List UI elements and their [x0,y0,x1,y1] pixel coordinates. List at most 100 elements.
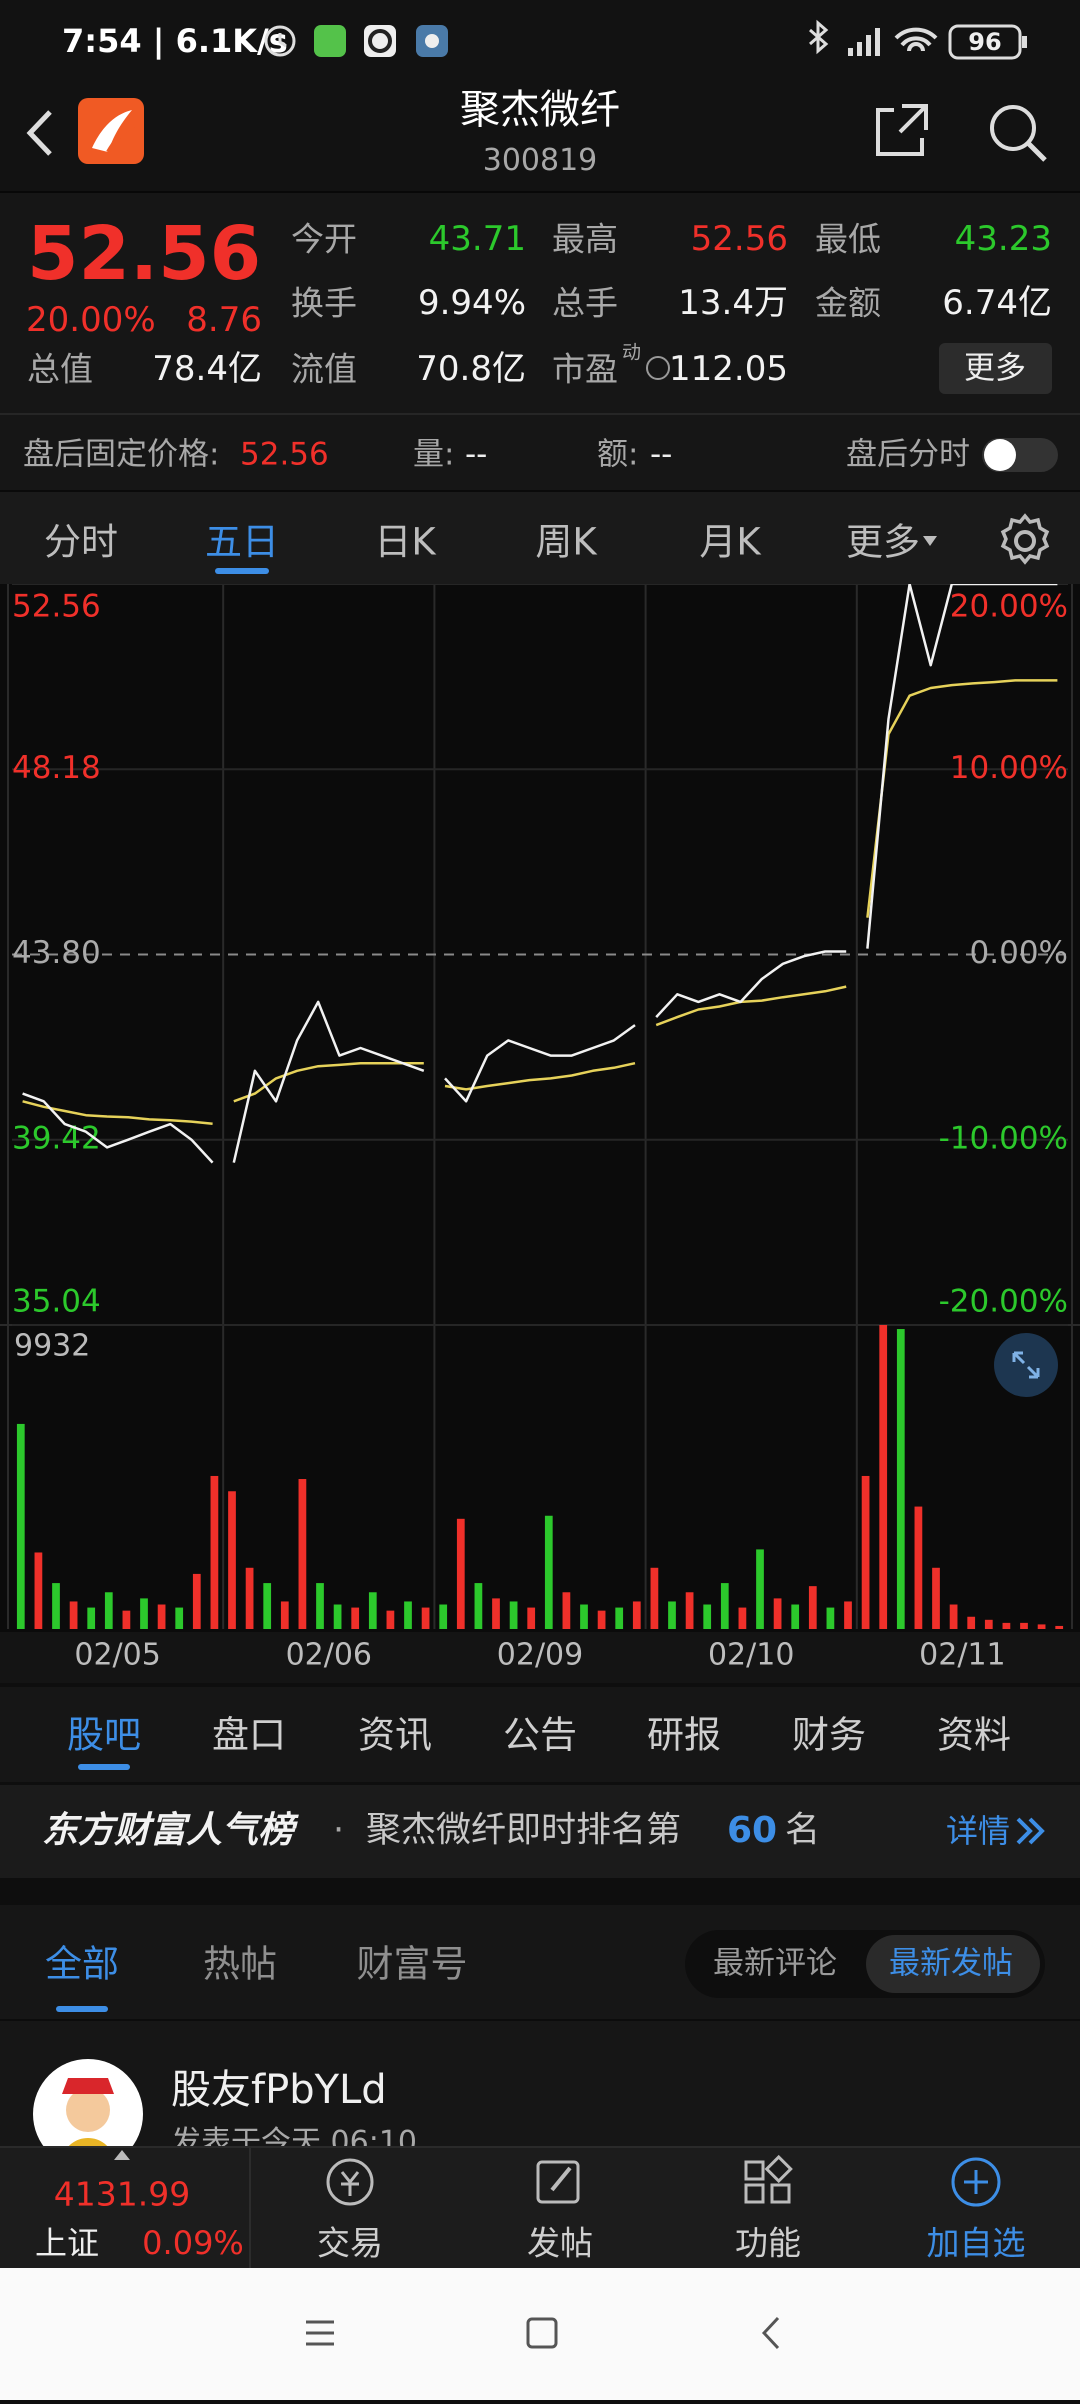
ranking-separator: · [333,1810,345,1851]
expand-button[interactable] [994,1333,1058,1397]
info-icon[interactable] [646,356,670,380]
field-label: 今开 [291,219,357,259]
stock-tab[interactable]: 财务 [792,1713,866,1757]
system-nav [0,2268,1080,2400]
field-label: 最高 [552,219,618,259]
header: 聚杰微纤 300819 [0,80,1080,191]
field-label: 换手 [291,283,357,323]
field-value: 13.4万 [678,283,788,323]
volume-bar [650,1567,659,1629]
feed-tab-underline [56,2006,108,2012]
search-button[interactable] [985,100,1049,164]
volume-bar [527,1607,536,1629]
volume-bar [826,1607,835,1629]
field-label: 总值 [27,349,93,389]
chart-background [0,584,1080,1632]
sort-option[interactable]: 最新评论 [713,1945,837,1982]
stock-tab[interactable]: 研报 [647,1713,721,1757]
after-hours-toggle[interactable] [980,435,1060,475]
volume-bar [914,1506,923,1629]
y2-tick-label: 0.00% [970,935,1068,971]
volume-bar [685,1592,694,1629]
y2-tick-label: -10.00% [939,1120,1068,1156]
avg-line [444,1061,636,1091]
volume-bar [1002,1622,1011,1629]
feed-tab[interactable]: 财富号 [356,1942,468,1986]
volume-bar [122,1610,131,1629]
after-hours-toggle-label: 盘后分时 [846,436,970,473]
chart-tab[interactable]: 日K [374,520,436,564]
five-day-chart: 35.04 39.42 43.80 48.18 52.56 -20.00% -10.00% 0… [0,584,1080,1683]
nav-item-label[interactable]: 发帖 [527,2223,593,2263]
stock-tab[interactable]: 盘口 [212,1713,286,1757]
volume-bar [210,1475,219,1629]
after-hours-volume-label: 量: [413,436,455,473]
volume-bar [615,1607,624,1629]
more-button[interactable]: 更多 [939,343,1052,394]
volume-bar [16,1423,25,1629]
feed-tab[interactable]: 全部 [45,1942,119,1986]
field-value: 78.4亿 [152,349,262,389]
change-amount: 8.76 [186,300,262,340]
app-logo [78,98,144,164]
chart-settings[interactable] [996,512,1054,570]
volume-bar [1055,1625,1064,1629]
volume-bar [34,1552,43,1629]
ranking-text: 聚杰微纤即时排名第 [366,1810,682,1851]
x-tick-label: 02/11 [919,1638,1005,1673]
ranking-suffix: 名 [785,1810,821,1851]
post-user: 股友fPbYLd [171,2067,387,2113]
field-value: 9.94% [417,283,526,323]
chart-tab[interactable]: 分时 [44,520,118,564]
feed-tab[interactable]: 热帖 [203,1942,277,1986]
nav-item-label[interactable]: 加自选 [926,2223,1026,2263]
chart-tab[interactable]: 周K [535,520,597,564]
volume-bar [333,1604,342,1629]
chart-tab[interactable]: 五日 [205,520,279,564]
volume-bar [861,1475,870,1629]
post-item[interactable]: 股友fPbYLd 发表于今天 06:10 [0,2019,1080,2169]
volume-bar [439,1604,448,1629]
volume-bar [879,1325,888,1629]
volume-bar [1020,1622,1028,1629]
price-line [655,950,847,1018]
volume-bar [597,1610,606,1629]
status-time: 7:54 | 6.1K/s [62,22,288,60]
stock-tab[interactable]: 公告 [503,1713,577,1757]
chart-tab[interactable]: 月K [699,520,761,564]
last-price: 52.56 [27,211,262,297]
stock-tab[interactable]: 资讯 [358,1713,432,1757]
stock-tab[interactable]: 股吧 [67,1713,141,1757]
chart-tab[interactable]: 更多 [846,520,920,564]
ranking-number: 60 [727,1810,778,1851]
field-value: 112.05 [669,349,788,389]
field-label: 市盈 [552,349,618,389]
ranking-brand: 东方财富人气榜 [42,1810,295,1851]
volume-bar [632,1601,641,1629]
nav-item-label[interactable]: 功能 [735,2223,801,2263]
price-line [232,1000,425,1163]
status-icons [264,25,448,57]
nav-icons [326,2154,1001,2207]
volume-bar [87,1607,96,1629]
share-button[interactable] [872,100,932,160]
volume-bar [509,1601,518,1629]
status-right-icons [809,19,1027,60]
volume-bar [421,1607,430,1629]
sort-active-pill [866,1935,1040,1993]
nav-item-label[interactable]: 交易 [317,2223,383,2263]
nav-divider [249,2148,251,2270]
y-tick-label: 39.42 [12,1120,101,1156]
volume-bar [368,1592,377,1629]
volume-bar [544,1515,553,1629]
sort-toggle [685,1930,1045,1998]
back-button[interactable] [20,108,60,158]
price-line [866,584,1058,949]
stock-tab[interactable]: 资料 [937,1713,1011,1757]
sort-option[interactable]: 最新发帖 [889,1945,1013,1982]
index-arrow [114,2150,130,2160]
stock-name: 聚杰微纤 [460,87,620,133]
volume-bar [228,1491,236,1629]
volume-tick-label: 9932 [14,1329,90,1364]
ranking-detail[interactable]: 详情 [946,1812,1011,1850]
